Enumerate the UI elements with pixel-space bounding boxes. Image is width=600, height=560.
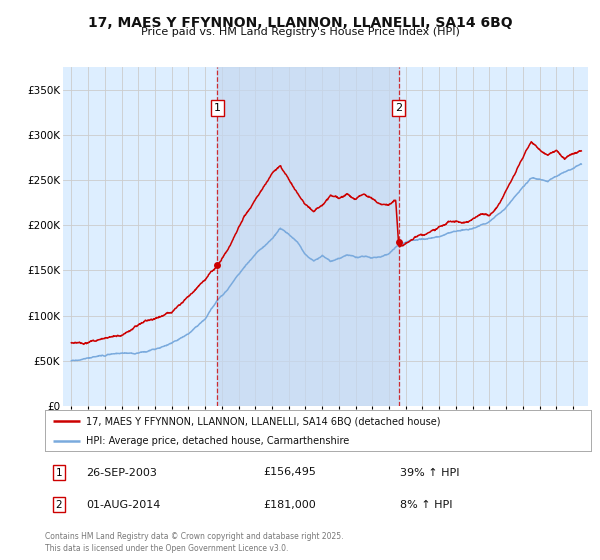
Text: £156,495: £156,495 — [263, 468, 316, 478]
Text: 17, MAES Y FFYNNON, LLANNON, LLANELLI, SA14 6BQ (detached house): 17, MAES Y FFYNNON, LLANNON, LLANELLI, S… — [86, 417, 440, 426]
Text: Contains HM Land Registry data © Crown copyright and database right 2025.
This d: Contains HM Land Registry data © Crown c… — [45, 533, 343, 553]
Text: 1: 1 — [214, 103, 221, 113]
Text: 39% ↑ HPI: 39% ↑ HPI — [400, 468, 460, 478]
Text: 8% ↑ HPI: 8% ↑ HPI — [400, 500, 452, 510]
Text: 01-AUG-2014: 01-AUG-2014 — [86, 500, 160, 510]
Text: 26-SEP-2003: 26-SEP-2003 — [86, 468, 157, 478]
Text: 17, MAES Y FFYNNON, LLANNON, LLANELLI, SA14 6BQ: 17, MAES Y FFYNNON, LLANNON, LLANELLI, S… — [88, 16, 512, 30]
Text: HPI: Average price, detached house, Carmarthenshire: HPI: Average price, detached house, Carm… — [86, 436, 349, 446]
Text: Price paid vs. HM Land Registry's House Price Index (HPI): Price paid vs. HM Land Registry's House … — [140, 27, 460, 37]
Bar — [217, 67, 399, 406]
Text: 2: 2 — [395, 103, 402, 113]
Text: 2: 2 — [55, 500, 62, 510]
Text: 1: 1 — [55, 468, 62, 478]
Text: £181,000: £181,000 — [263, 500, 316, 510]
